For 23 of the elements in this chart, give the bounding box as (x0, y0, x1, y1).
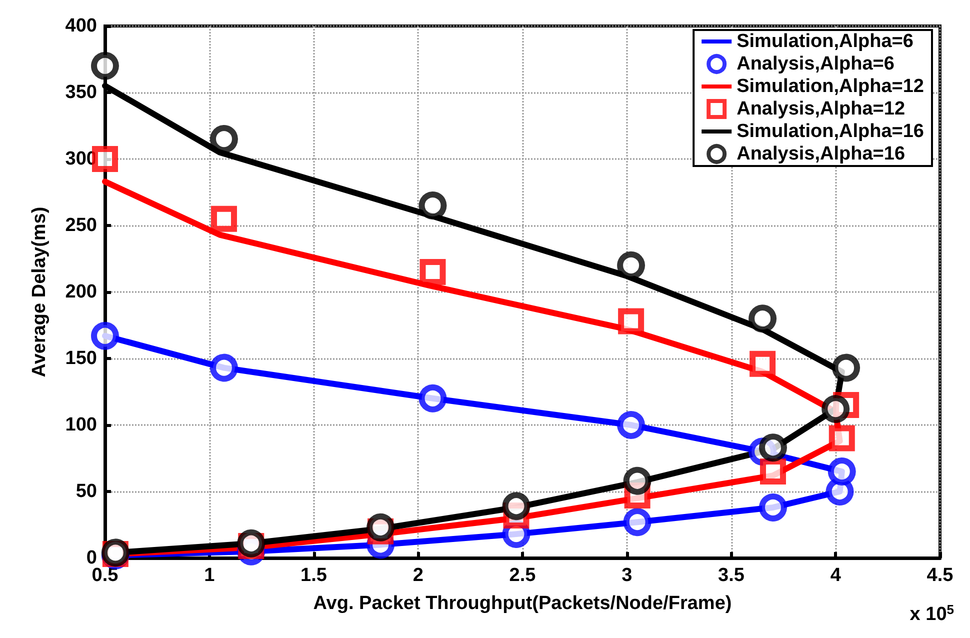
y-tick-label: 150 (65, 348, 97, 369)
y-tick-label: 100 (65, 414, 97, 436)
legend-label: Analysis,Alpha=6 (736, 54, 894, 74)
x-tick-label: 2.5 (509, 565, 536, 586)
y-tick-label: 50 (76, 481, 97, 502)
y-tick-label: 400 (65, 16, 97, 36)
legend-label: Analysis,Alpha=16 (736, 144, 906, 164)
x-tick-label: 1 (204, 565, 216, 586)
x-tick-label: 3 (622, 565, 632, 586)
x-tick-label: 3.5 (718, 565, 745, 586)
x-tick-label: 4 (830, 565, 842, 586)
y-tick-label: 250 (65, 215, 97, 236)
x-tick-label: 1.5 (300, 565, 328, 586)
y-tick-label: 200 (65, 282, 97, 302)
legend-label: Simulation,Alpha=6 (736, 31, 914, 52)
x-tick-label: 2 (412, 565, 424, 586)
x-axis-title: Avg. Packet Throughput(Packets/Node/Frame) (313, 593, 732, 614)
legend-label: Simulation,Alpha=12 (736, 76, 924, 97)
y-tick-label: 350 (65, 82, 97, 103)
y-axis-title: Average Delay(ms) (29, 206, 50, 378)
legend-label: Simulation,Alpha=16 (736, 121, 924, 142)
legend-label: Analysis,Alpha=12 (736, 98, 906, 120)
x-tick-label: 4.5 (926, 565, 954, 586)
